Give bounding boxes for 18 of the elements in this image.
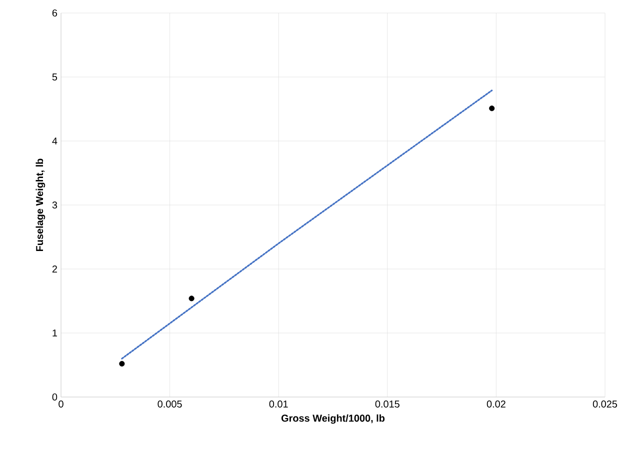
point (188, 296, 194, 302)
y-tick-label: 2 (52, 266, 57, 272)
x-tick-label: 0 (58, 400, 64, 408)
y-tick-label: 0 (52, 393, 58, 401)
y-tick-label: 4 (52, 138, 58, 144)
y-tick-label: 3 (52, 201, 58, 209)
x-axis-title: Gross Weight/1000, lb (281, 414, 385, 424)
x-tick-label: 0.025 (592, 400, 618, 408)
x-tick-label: 0.015 (375, 400, 400, 408)
y-axis-title: Fuselage Weight, lb (36, 158, 46, 252)
x-tick-label: 0.005 (158, 400, 182, 408)
y-tick-label: 5 (52, 74, 58, 80)
point (489, 106, 495, 112)
x-tick-label: 0.02 (486, 400, 506, 408)
point (119, 360, 125, 367)
x-tick-label: 0.01 (269, 400, 288, 408)
y-tick-label: 1 (52, 330, 57, 336)
y-tick-label: 6 (52, 9, 58, 17)
